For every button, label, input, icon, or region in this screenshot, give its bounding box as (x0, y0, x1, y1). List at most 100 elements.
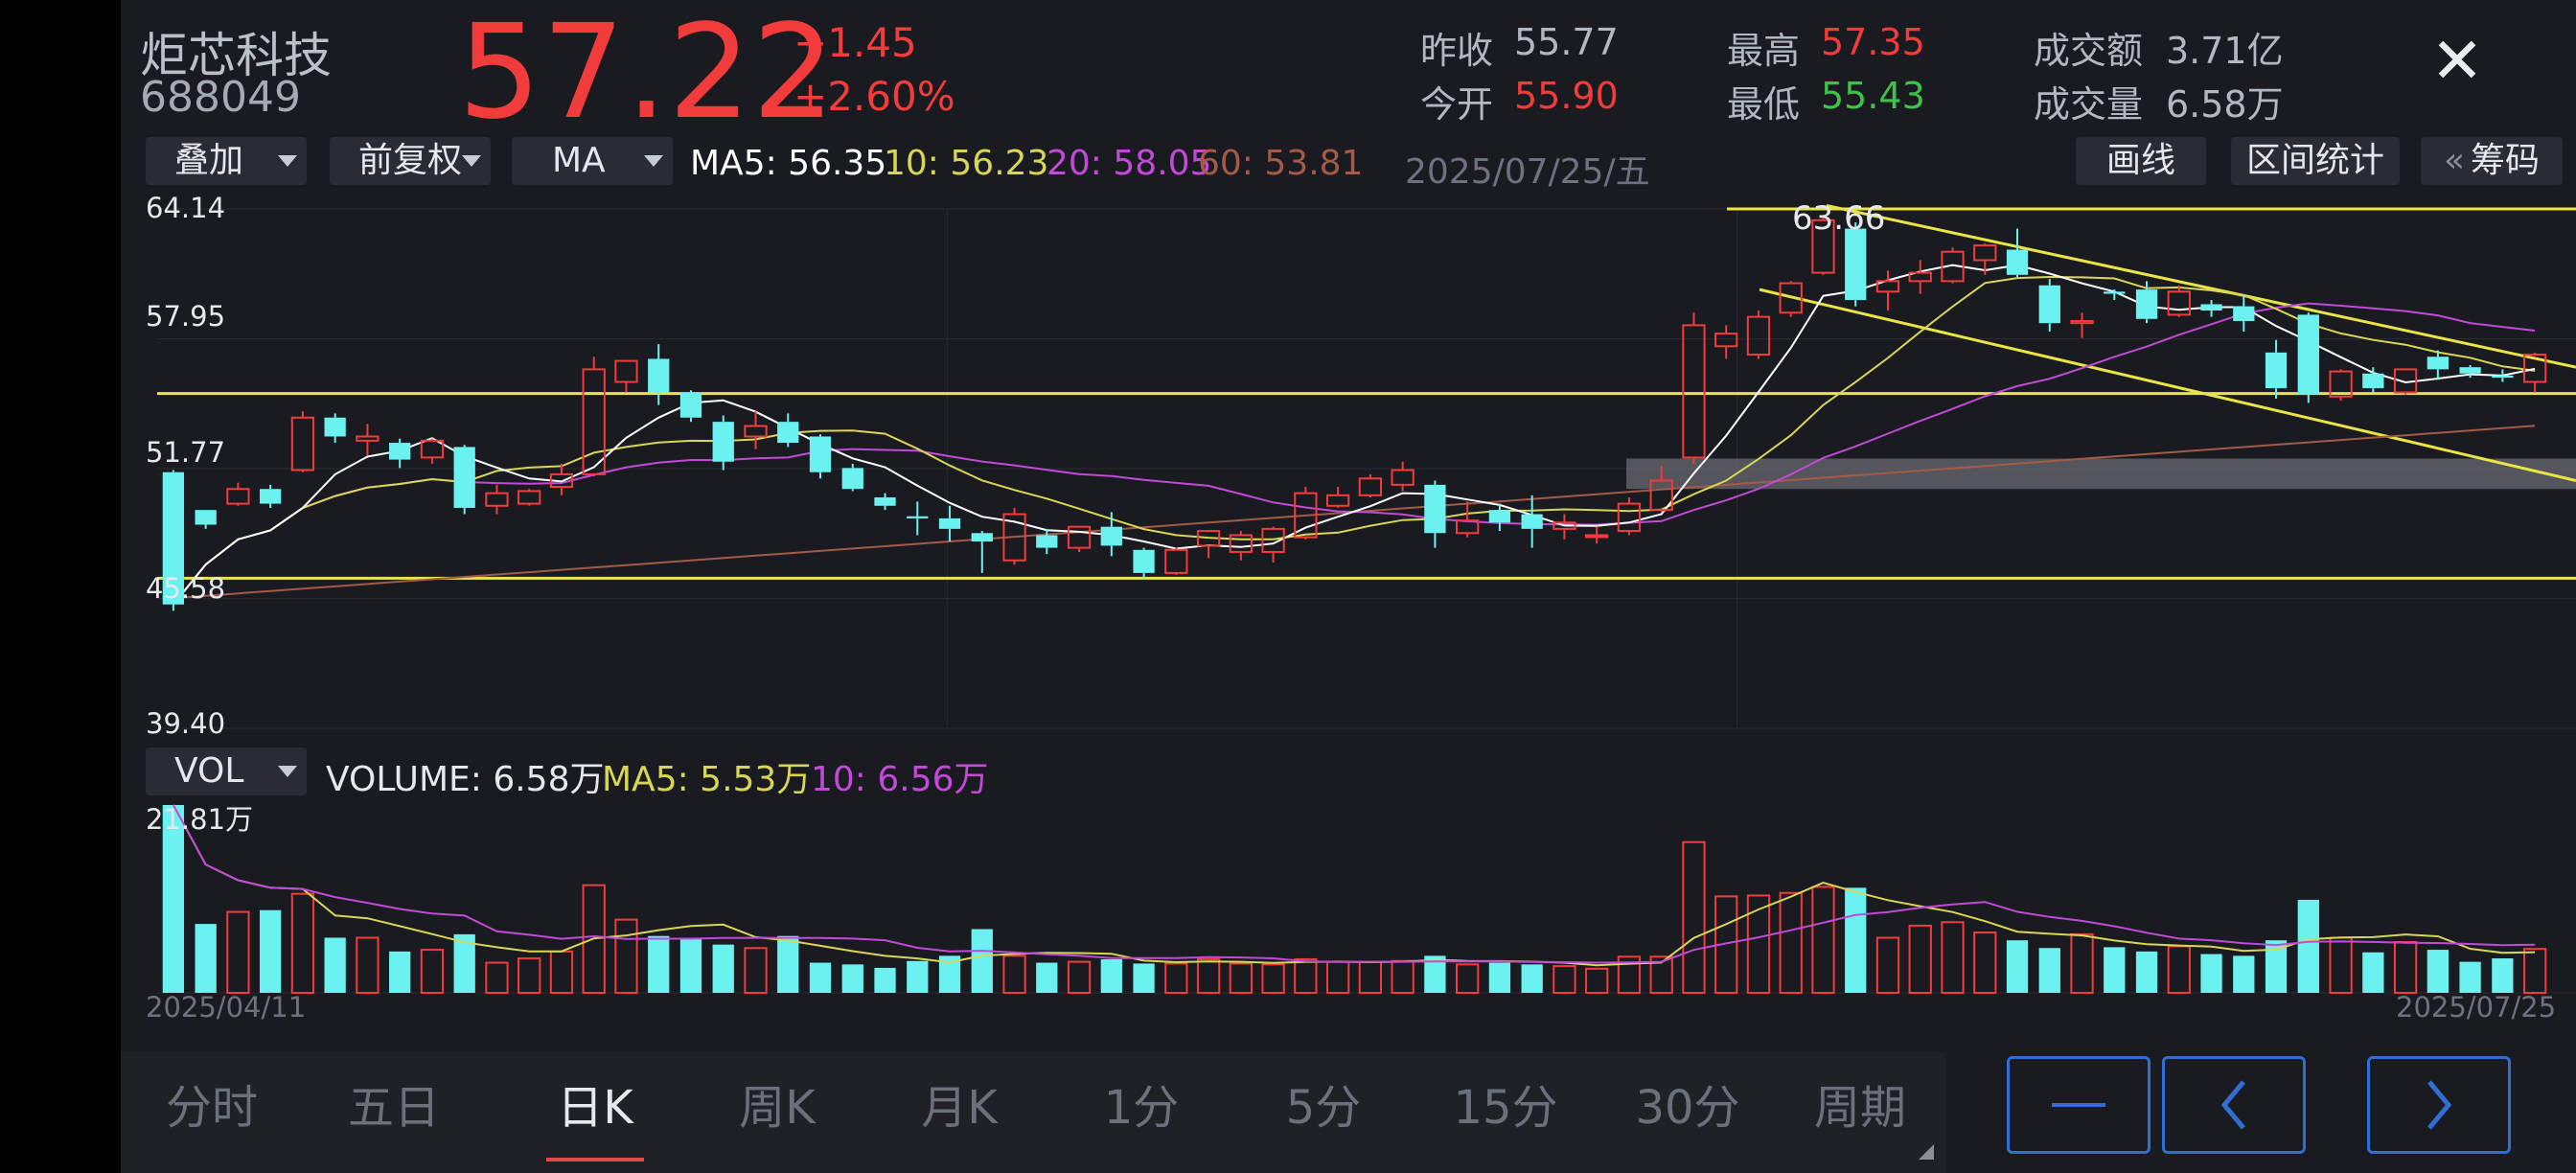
chevron-down-icon (278, 766, 297, 777)
candle (1552, 514, 1576, 540)
candle-body (777, 422, 799, 444)
tab-1min[interactable]: 1分 (1103, 1081, 1180, 1135)
adjust-dropdown[interactable]: 前复权 (330, 137, 491, 185)
volume-bar (614, 918, 638, 994)
volume-bar (549, 950, 574, 995)
candle (582, 356, 606, 477)
zoom-out-button[interactable] (2007, 1056, 2150, 1154)
low-value: 55.43 (1821, 75, 1925, 117)
volume-indicator-dropdown[interactable]: VOL (146, 748, 307, 795)
candle (1391, 461, 1414, 492)
volume-bar (1941, 921, 1965, 994)
volume-bar (1779, 891, 1803, 994)
candle (1746, 310, 1771, 359)
candle-body (549, 472, 574, 489)
candle-body (2297, 314, 2319, 395)
candle (2492, 369, 2514, 382)
volume-bar (2038, 948, 2060, 993)
range-stats-button[interactable]: 区间统计 (2231, 137, 2400, 185)
candle (907, 501, 929, 536)
tab-30min[interactable]: 30分 (1635, 1081, 1740, 1135)
amount-value: 3.71亿 (2166, 30, 2284, 72)
volume-max-label: 21.81万 (146, 803, 254, 836)
volume-value: 6.58万 (2166, 83, 2284, 126)
candle-body (1875, 280, 1900, 293)
candle (1164, 547, 1188, 576)
candle-body (1133, 549, 1155, 573)
tab-period[interactable]: 周期 (1813, 1081, 1906, 1135)
period-tabs: 分时 五日 日K 周K 月K 1分 5分 15分 30分 周期 (121, 1052, 1945, 1173)
volume-bar (1196, 957, 1221, 994)
candle-body (1067, 525, 1092, 549)
volume-bar (453, 933, 475, 993)
ma20-value: 20: 58.05 (1046, 144, 1212, 183)
candle (1649, 466, 1673, 513)
tab-15min[interactable]: 15分 (1453, 1081, 1558, 1135)
indicator-label: MA (552, 141, 606, 180)
candle (453, 445, 475, 515)
chips-button[interactable]: «筹码 (2421, 137, 2563, 185)
ma20-line (172, 302, 2536, 606)
tab-wuri[interactable]: 五日 (347, 1081, 440, 1135)
volume-bar (1488, 962, 1511, 993)
ma5-line (172, 264, 2536, 606)
open-value: 55.90 (1514, 75, 1619, 117)
scroll-right-button[interactable] (2367, 1056, 2511, 1154)
candle (2265, 339, 2288, 400)
last-price: 57.22 (458, 0, 837, 149)
active-tab-indicator (546, 1158, 644, 1162)
candle (712, 415, 734, 471)
scroll-left-button[interactable] (2162, 1056, 2306, 1154)
prev-close-value: 55.77 (1514, 21, 1619, 63)
candle (1325, 487, 1350, 508)
candle (226, 482, 250, 506)
price-chart[interactable] (121, 192, 2576, 738)
candle (2135, 281, 2158, 324)
close-icon[interactable]: ✕ (2430, 24, 2484, 98)
tab-yuek[interactable]: 月K (921, 1081, 998, 1135)
volume-bar (2426, 950, 2449, 993)
volume-bar (1682, 840, 1706, 994)
tab-fenshi[interactable]: 分时 (165, 1081, 258, 1135)
candle-body (1941, 250, 1965, 283)
tab-zhouk[interactable]: 周K (739, 1081, 816, 1135)
candle (2459, 364, 2481, 379)
indicator-dropdown[interactable]: MA (512, 137, 673, 185)
candle-body (2459, 367, 2481, 374)
start-date-label: 2025/04/11 (146, 991, 307, 1024)
chevron-down-icon (278, 155, 297, 167)
candle (1585, 526, 1609, 544)
overlay-dropdown[interactable]: 叠加 (146, 137, 307, 185)
candle-body (2038, 285, 2060, 324)
tab-5min[interactable]: 5分 (1285, 1081, 1362, 1135)
candle-body (2265, 352, 2288, 389)
candle (260, 484, 282, 508)
candle (2200, 300, 2222, 317)
candle-body (2522, 354, 2547, 383)
candle (1294, 487, 1318, 540)
volume-bar (1746, 894, 1771, 994)
volume-bar (420, 949, 445, 994)
volume-chart[interactable] (121, 786, 2576, 997)
chips-label: 筹码 (2471, 141, 2541, 180)
candle (2426, 350, 2449, 380)
ma5-value: MA5: 56.35 (690, 144, 887, 183)
candle (2167, 285, 2191, 317)
candle-body (389, 443, 411, 460)
volume-bar (2492, 958, 2514, 993)
volume-bar (712, 944, 734, 993)
volume-indicator-label: VOL (174, 751, 244, 791)
tab-rik[interactable]: 日K (557, 1081, 633, 1135)
price-axis-label: 51.77 (146, 436, 226, 469)
candle-body (1196, 530, 1221, 547)
candle (1488, 503, 1511, 532)
candle-body (1261, 527, 1285, 553)
volume-bar (2070, 932, 2094, 994)
draw-line-button[interactable]: 画线 (2076, 137, 2206, 185)
volume-bar (1845, 887, 1867, 993)
volume-bar (1229, 962, 1253, 994)
candle (2104, 289, 2126, 301)
candle-body (841, 468, 863, 490)
volume-bar (290, 892, 315, 994)
candle-body (874, 497, 896, 506)
